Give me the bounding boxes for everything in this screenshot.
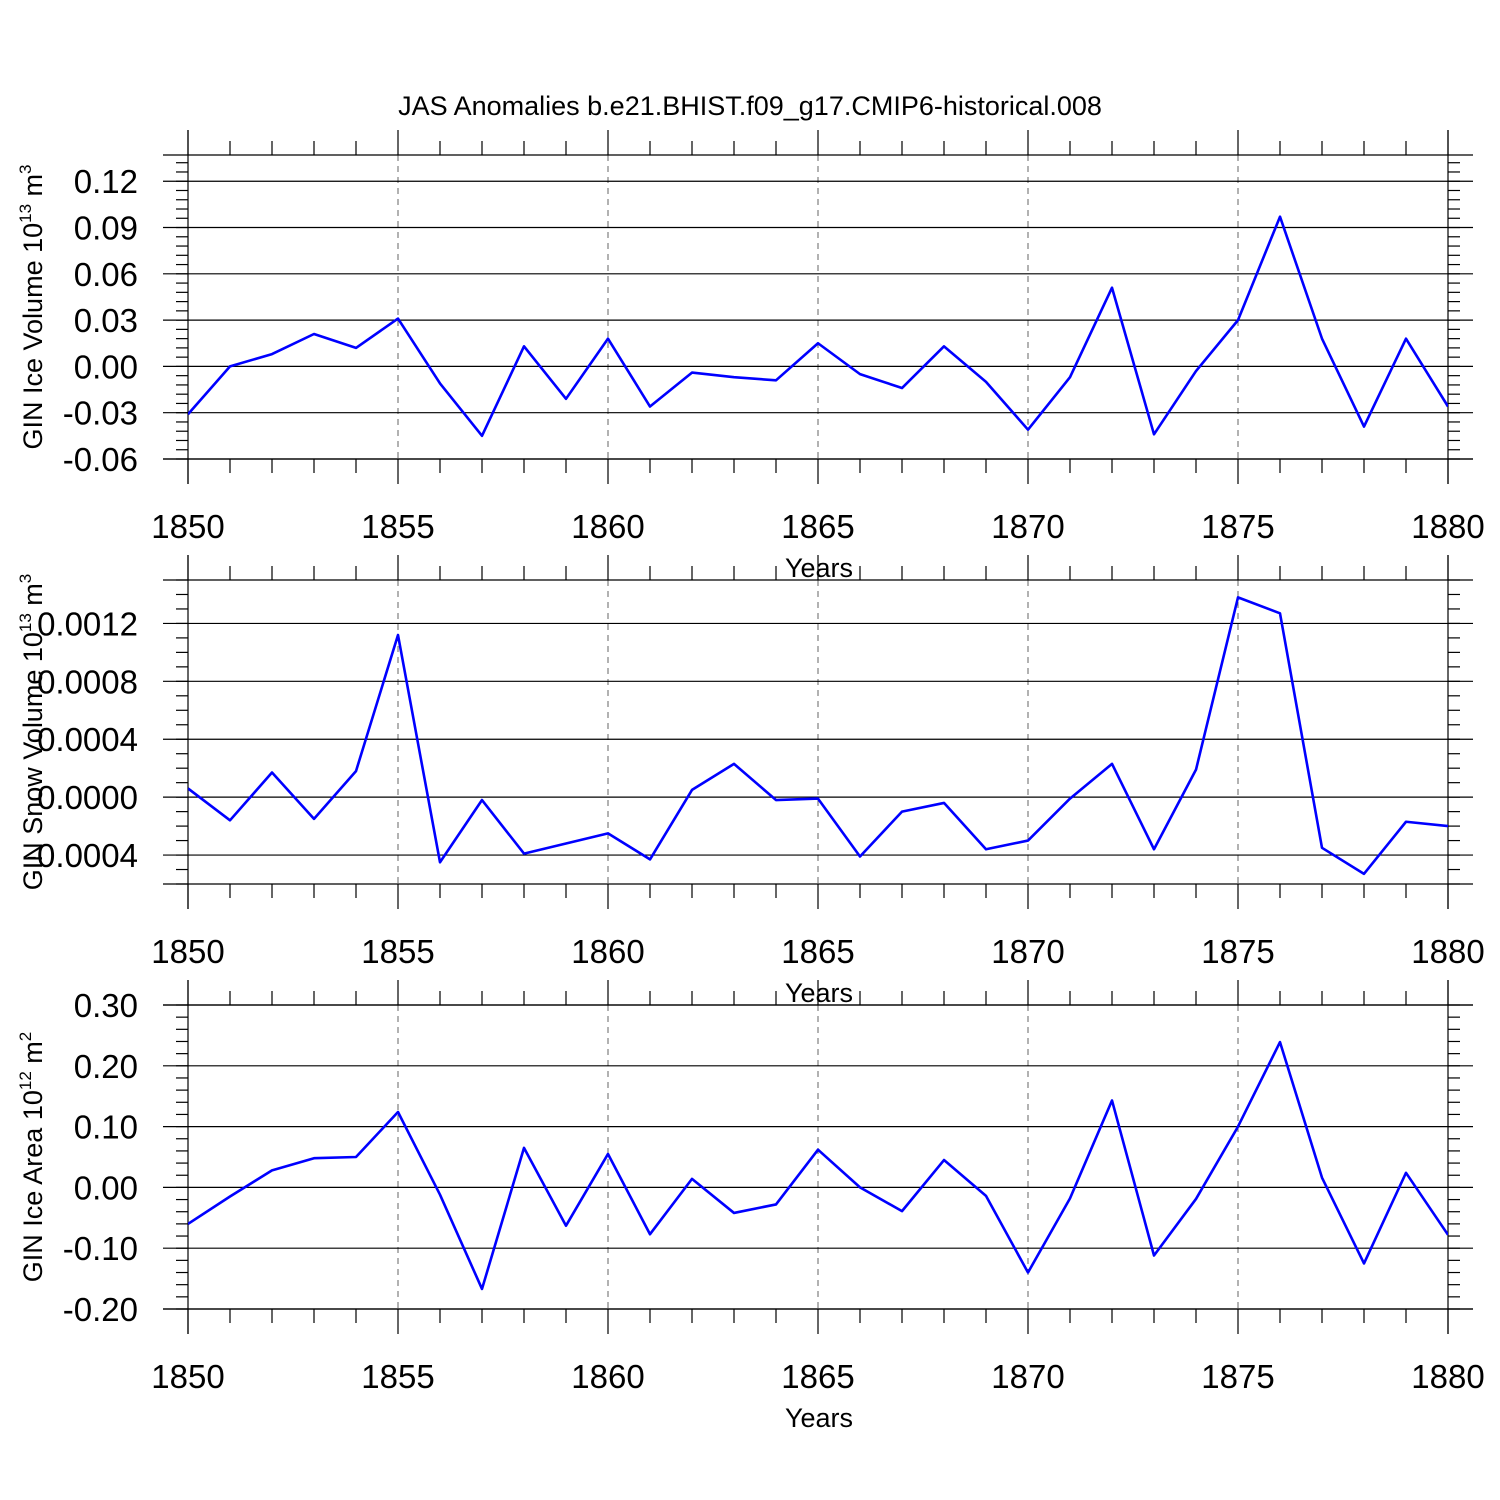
y-tick-label: 0.10 [74, 1109, 138, 1146]
chart-title: JAS Anomalies b.e21.BHIST.f09_g17.CMIP6-… [398, 91, 1102, 121]
x-axis-label: Years [785, 978, 853, 1008]
y-tick-label: 0.06 [74, 256, 138, 293]
y-tick-label: 0.0012 [37, 605, 138, 642]
y-tick-label: 0.12 [74, 163, 138, 200]
y-tick-label: 0.00 [74, 1169, 138, 1206]
y-axis-label-text: m [18, 1041, 48, 1071]
y-axis-label-text: m [18, 174, 48, 204]
y-axis-label: GIN Snow Volume 1013 m3 [16, 574, 48, 891]
x-axis-label: Years [785, 553, 853, 583]
x-tick-label: 1865 [781, 933, 854, 970]
x-tick-label: 1855 [361, 508, 434, 545]
y-tick-label: -0.03 [63, 395, 138, 432]
y-axis-label-text: GIN Snow Volume 10 [18, 632, 48, 890]
y-tick-label: -0.06 [63, 441, 138, 478]
x-tick-label: 1870 [991, 508, 1064, 545]
y-axis-label-exponent: 13 [16, 204, 35, 223]
y-axis-label: GIN Ice Volume 1013 m3 [16, 164, 48, 449]
y-axis-label-text: m [18, 583, 48, 613]
y-axis-label-text: GIN Ice Area 10 [18, 1090, 48, 1282]
y-tick-label: 0.00 [74, 348, 138, 385]
y-tick-label: 0.0008 [37, 663, 138, 700]
y-axis-label: GIN Ice Area 1012 m2 [16, 1032, 48, 1283]
x-tick-label: 1850 [151, 1358, 224, 1395]
x-tick-label: 1875 [1201, 933, 1274, 970]
panel-snow-volume: 0.0012 0.0008 0.0004 0.0000 -0.0004 1850 1855 1… [16, 555, 1485, 1008]
y-axis-label-exponent: 3 [16, 164, 35, 173]
x-tick-label: 1850 [151, 508, 224, 545]
y-tick-label: 0.0000 [37, 779, 138, 816]
x-tick-label: 1870 [991, 933, 1064, 970]
x-tick-label: 1880 [1411, 933, 1484, 970]
y-tick-label: -0.20 [63, 1291, 138, 1328]
x-tick-label: 1875 [1201, 1358, 1274, 1395]
x-axis-label: Years [785, 1403, 853, 1433]
y-axis-label-exponent: 13 [16, 613, 35, 632]
chart-panels: 0.12 0.09 0.06 0.03 0.00 -0.03 -0.06 1850 1855 18… [16, 130, 1485, 1433]
x-tick-label: 1860 [571, 933, 644, 970]
y-axis-label-text: GIN Ice Volume 10 [18, 223, 48, 450]
x-tick-label: 1855 [361, 1358, 434, 1395]
y-tick-label: 0.30 [74, 987, 138, 1024]
y-tick-label: -0.0004 [26, 837, 138, 874]
y-tick-label: 0.03 [74, 302, 138, 339]
x-tick-label: 1870 [991, 1358, 1064, 1395]
x-tick-label: 1860 [571, 1358, 644, 1395]
x-tick-label: 1860 [571, 508, 644, 545]
y-tick-label: 0.09 [74, 210, 138, 247]
y-tick-label: 0.20 [74, 1048, 138, 1085]
panel-ice-volume: 0.12 0.09 0.06 0.03 0.00 -0.03 -0.06 1850 1855 18… [16, 130, 1485, 583]
x-tick-label: 1880 [1411, 508, 1484, 545]
x-tick-label: 1855 [361, 933, 434, 970]
y-tick-label: 0.0004 [37, 721, 138, 758]
x-tick-label: 1875 [1201, 508, 1274, 545]
y-axis-label-exponent: 2 [16, 1032, 35, 1041]
x-tick-label: 1880 [1411, 1358, 1484, 1395]
x-tick-label: 1865 [781, 1358, 854, 1395]
x-tick-label: 1865 [781, 508, 854, 545]
y-tick-label: -0.10 [63, 1230, 138, 1267]
x-tick-label: 1850 [151, 933, 224, 970]
y-axis-label-exponent: 12 [16, 1071, 35, 1090]
y-axis-label-exponent: 3 [16, 574, 35, 583]
panel-ice-area: 0.30 0.20 0.10 0.00 -0.10 -0.20 1850 1855 1860 18… [16, 980, 1485, 1433]
